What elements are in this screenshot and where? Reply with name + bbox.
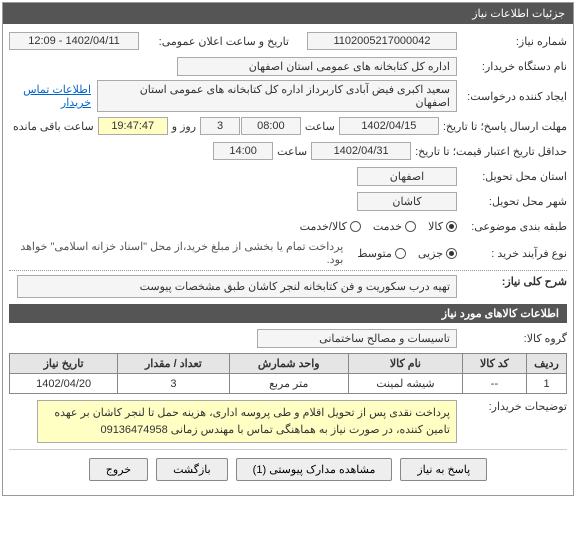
categories-label: طبقه بندی موضوعی: [457,220,567,233]
radio-goods-label: کالا [428,220,443,233]
back-button[interactable]: بازگشت [156,458,228,481]
radio-dot-icon [350,221,361,232]
creator-label: ایجاد کننده درخواست: [457,90,567,103]
td-index: 1 [527,374,567,394]
attachments-button[interactable]: مشاهده مدارک پیوستی (1) [236,458,393,481]
radio-dot-icon [446,248,457,259]
announce-label: تاریخ و ساعت اعلان عمومی: [139,35,289,48]
time-label-2: ساعت [277,145,307,158]
announce-value: 1402/04/11 - 12:09 [9,32,139,50]
province-value: اصفهان [357,167,457,186]
radio-service-label: خدمت [373,220,402,233]
footer-buttons: پاسخ به نیاز مشاهده مدارک پیوستی (1) باز… [9,449,567,489]
separator [9,270,567,271]
buy-type-radio-group: جزیی متوسط [357,247,457,260]
td-code: -- [462,374,526,394]
radio-dot-icon [446,221,457,232]
contact-link[interactable]: اطلاعات تماس خریدار [9,83,91,109]
table-header-row: ردیف کد کالا نام کالا واحد شمارش تعداد /… [10,354,567,374]
radio-medium[interactable]: متوسط [357,247,406,260]
subject-label: شرح کلی نیاز: [457,275,567,288]
radio-both-label: کالا/خدمت [300,220,347,233]
th-qty: تعداد / مقدار [118,354,229,374]
goods-group-label: گروه کالا: [457,332,567,345]
goods-group-value: تاسیسات و مصالح ساختمانی [257,329,457,348]
city-value: کاشان [357,192,457,211]
buyer-note-label: توضیحات خریدار: [457,400,567,413]
panel-title: جزئیات اطلاعات نیاز [3,3,573,24]
th-code: کد کالا [462,354,526,374]
validity-label: حداقل تاریخ اعتبار قیمت؛ تا تاریخ: [411,145,567,158]
items-section-title: اطلاعات کالاهای مورد نیاز [9,304,567,323]
org-label: نام دستگاه خریدار: [457,60,567,73]
need-details-panel: جزئیات اطلاعات نیاز شماره نیاز: 11020052… [2,2,574,496]
validity-date: 1402/04/31 [311,142,411,160]
buyer-note-value: پرداخت نقدی پس از تحویل اقلام و طی پروسه… [37,400,457,443]
time-label-1: ساعت [305,120,335,133]
deadline-date: 1402/04/15 [339,117,439,135]
radio-partial[interactable]: جزیی [418,247,457,260]
buy-type-label: نوع فرآیند خرید : [457,247,567,260]
radio-both[interactable]: کالا/خدمت [300,220,361,233]
th-name: نام کالا [348,354,462,374]
deadline-time: 08:00 [241,117,301,135]
radio-dot-icon [405,221,416,232]
org-value: اداره کل کتابخانه های عمومی استان اصفهان [177,57,457,76]
items-table: ردیف کد کالا نام کالا واحد شمارش تعداد /… [9,353,567,394]
deadline-label: مهلت ارسال پاسخ؛ تا تاریخ: [439,120,567,133]
exit-button[interactable]: خروج [89,458,148,481]
panel-body: شماره نیاز: 1102005217000042 تاریخ و ساع… [3,24,573,495]
radio-medium-label: متوسط [357,247,392,260]
td-qty: 3 [118,374,229,394]
category-radio-group: کالا خدمت کالا/خدمت [300,220,457,233]
days-value: 3 [200,117,240,135]
radio-goods[interactable]: کالا [428,220,457,233]
td-name: شیشه لمینت [348,374,462,394]
days-label: روز و [172,120,196,133]
subject-value: تهیه درب سکوریت و فن کتابخانه لنجر کاشان… [17,275,457,298]
th-unit: واحد شمارش [229,354,348,374]
buy-note: پرداخت تمام یا بخشی از مبلغ خرید،از محل … [9,240,343,266]
creator-value: سعید اکبری فیض آبادی کاربرداز اداره کل ک… [97,80,457,112]
th-index: ردیف [527,354,567,374]
need-no-value: 1102005217000042 [307,32,457,50]
th-date: تاریخ نیاز [10,354,118,374]
td-date: 1402/04/20 [10,374,118,394]
remain-value: 19:47:47 [98,117,168,135]
city-label: شهر محل تحویل: [457,195,567,208]
need-no-label: شماره نیاز: [457,35,567,48]
validity-time: 14:00 [213,142,273,160]
table-row[interactable]: 1 -- شیشه لمینت متر مربع 3 1402/04/20 [10,374,567,394]
radio-dot-icon [395,248,406,259]
remain-label: ساعت باقی مانده [13,120,94,133]
province-label: استان محل تحویل: [457,170,567,183]
radio-partial-label: جزیی [418,247,443,260]
radio-service[interactable]: خدمت [373,220,416,233]
td-unit: متر مربع [229,374,348,394]
reply-button[interactable]: پاسخ به نیاز [400,458,487,481]
